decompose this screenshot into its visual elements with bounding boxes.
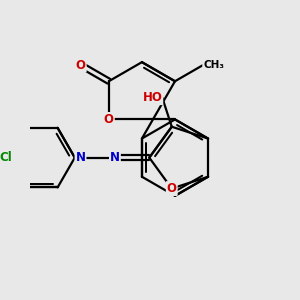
Text: N: N: [76, 151, 85, 164]
Text: O: O: [76, 58, 86, 71]
Text: Cl: Cl: [0, 151, 12, 164]
Text: N: N: [110, 151, 120, 164]
Text: HO: HO: [142, 91, 162, 104]
Text: O: O: [104, 113, 114, 126]
Text: O: O: [167, 182, 177, 195]
Text: CH₃: CH₃: [203, 60, 224, 70]
